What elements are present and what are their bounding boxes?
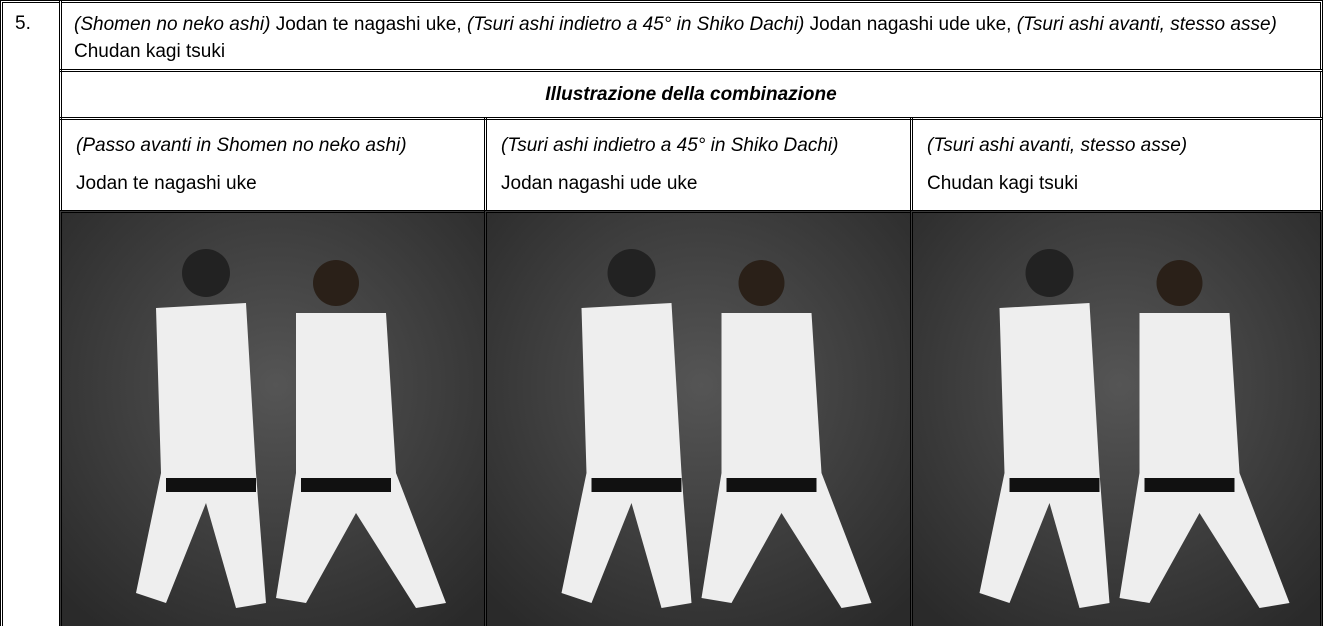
description-part: Chudan kagi tsuki	[74, 41, 226, 62]
step-technique: Jodan te nagashi uke	[76, 173, 257, 194]
description-part: Jodan nagashi ude uke,	[809, 14, 1012, 35]
photo	[484, 210, 913, 626]
step-movement: (Passo avanti in Shomen no neko ashi)	[76, 135, 407, 156]
step-movement: (Tsuri ashi avanti, stesso asse)	[927, 135, 1188, 156]
step-movement: (Tsuri ashi indietro a 45° in Shiko Dach…	[501, 135, 839, 156]
item-number: 5.	[0, 0, 62, 626]
description-part: (Shomen no neko ashi)	[74, 14, 271, 35]
photo-figures	[62, 213, 484, 626]
illustration-title: Illustrazione della combinazione	[59, 69, 1323, 120]
description: (Shomen no neko ashi) Jodan te nagashi u…	[59, 0, 1323, 72]
description-part: (Tsuri ashi indietro a 45° in Shiko Dach…	[466, 14, 805, 35]
photo	[910, 210, 1323, 626]
step-caption: (Passo avanti in Shomen no neko ashi) Jod…	[59, 117, 487, 213]
description-part: (Tsuri ashi avanti, stesso asse)	[1016, 14, 1277, 35]
step-technique: Jodan nagashi ude uke	[501, 173, 698, 194]
description-part: Jodan te nagashi uke,	[275, 14, 462, 35]
step-caption: (Tsuri ashi indietro a 45° in Shiko Dach…	[484, 117, 913, 213]
step-caption: (Tsuri ashi avanti, stesso asse) Chudan k…	[910, 117, 1323, 213]
step-technique: Chudan kagi tsuki	[927, 173, 1079, 194]
photo-figures	[913, 213, 1320, 626]
photo	[59, 210, 487, 626]
photo-figures	[487, 213, 910, 626]
